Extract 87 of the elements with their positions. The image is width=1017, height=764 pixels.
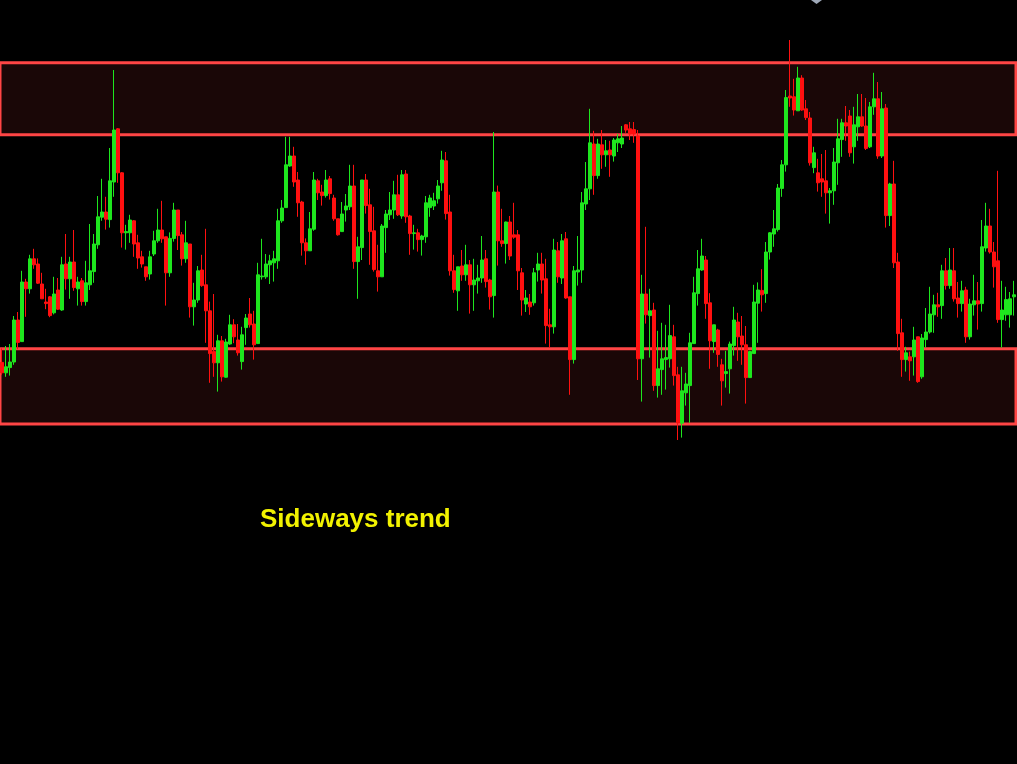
candlestick [680,366,684,439]
candlestick [712,324,716,354]
candlestick [648,288,652,359]
candlestick [216,334,220,393]
candlestick [620,125,624,149]
candlestick [816,158,820,193]
candlestick [600,129,604,170]
candlestick [720,358,724,407]
candlestick [612,137,616,163]
candlestick [352,164,356,270]
candlestick [104,196,108,231]
candlestick [56,277,60,311]
candlestick [392,180,396,220]
candlestick [28,254,32,295]
candlestick [220,335,224,383]
candlestick [148,250,152,281]
candlestick [916,336,920,384]
candlestick [236,323,240,357]
candlestick [640,274,644,403]
candlestick [552,238,556,335]
candlestick [904,346,908,373]
candlestick [560,233,564,285]
candlestick [940,264,944,320]
candlestick [16,311,20,350]
candlestick [996,170,1000,324]
candlestick [528,293,532,316]
candlestick [876,81,880,160]
candlestick [608,140,612,178]
candlestick [68,256,72,300]
candlestick [4,345,8,378]
candlestick [416,228,420,253]
candlestick [472,258,476,312]
candlestick [504,221,508,265]
candlestick [80,277,84,307]
candlestick [652,302,656,392]
candlestick [464,244,468,282]
candlestick [456,266,460,312]
candlestick [812,146,816,174]
candlestick [52,276,56,315]
candlestick [184,220,188,264]
candlestick [400,169,404,220]
candlestick [976,281,980,331]
candlestick [824,149,828,215]
candlestick [888,182,892,227]
candlestick [736,312,740,362]
candlestick [20,270,24,343]
candlestick [412,224,416,251]
candlestick [964,286,968,344]
candlestick [936,292,940,318]
candlestick [496,185,500,267]
candlestick [596,138,600,180]
candlestick [944,257,948,291]
candlestick [796,66,800,112]
candlestick [884,103,888,229]
candlestick [592,130,596,196]
candlestick [1000,280,1004,349]
candlestick [628,121,632,141]
text: Sideways trend [260,503,451,533]
candlestick [660,322,664,396]
candlestick [644,226,648,325]
candlestick [72,229,76,292]
candlestick [948,247,952,290]
candlestick [76,276,80,307]
candlestick [908,351,912,382]
candlestick [64,233,68,291]
candlestick [912,326,916,377]
candlestick [880,91,884,159]
candlestick [268,254,272,285]
candlestick [848,109,852,158]
candlestick [324,169,328,199]
candlestick [24,278,28,318]
candlestick [468,259,472,315]
candlestick [716,328,720,368]
candlestick [492,131,496,319]
candlestick [524,289,528,313]
candlestick [144,266,148,282]
candlestick [864,97,868,151]
candlestick [0,347,4,376]
candlestick [60,256,64,312]
candlestick [760,268,764,313]
candlestick [188,243,192,319]
candlestick [604,139,608,168]
candlestick [396,174,400,217]
candlestick [328,175,332,201]
candlestick [960,280,964,313]
candlestick [556,241,560,284]
candlestick [460,249,464,282]
